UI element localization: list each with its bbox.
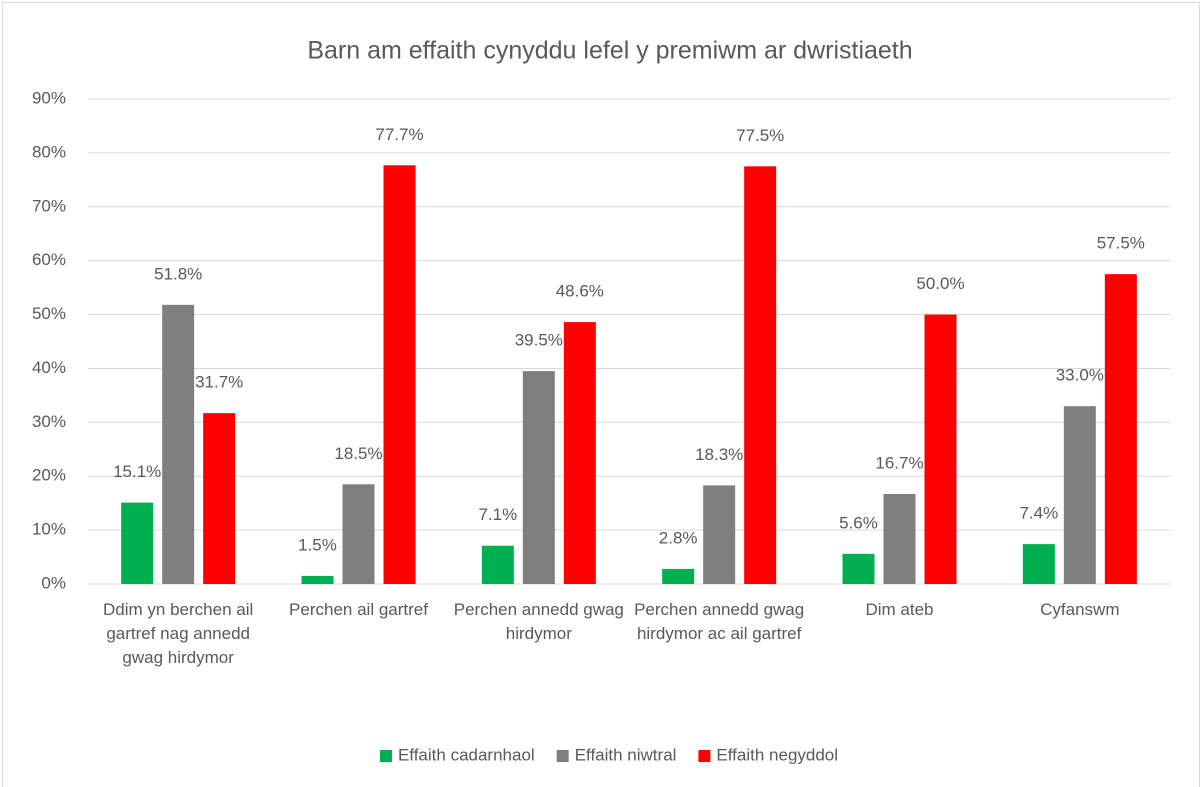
x-tick-label: Dim ateb [865, 600, 934, 619]
data-label: 57.5% [1097, 234, 1145, 253]
y-tick-label: 80% [32, 142, 66, 161]
bar [383, 165, 416, 585]
bar [563, 322, 596, 584]
data-label: 48.6% [556, 282, 604, 301]
y-tick-label: 0% [41, 573, 66, 592]
legend-label: Effaith cadarnhaol [398, 745, 535, 764]
x-tick-label: Cyfanswm [1040, 600, 1120, 619]
data-label: 77.5% [736, 126, 784, 145]
data-label: 18.5% [334, 444, 382, 463]
legend-label: Effaith niwtral [575, 745, 677, 764]
data-label: 39.5% [515, 331, 563, 350]
legend-swatch [379, 750, 392, 762]
data-label: 31.7% [195, 373, 243, 392]
bar [522, 371, 555, 584]
x-tick-label: Perchen annedd gwag hirdymor [453, 600, 624, 643]
data-label: 7.1% [478, 505, 517, 524]
bar [883, 494, 916, 584]
y-tick-label: 60% [32, 250, 66, 269]
data-label: 7.4% [1019, 504, 1058, 523]
chart-title: Barn am effaith cynyddu lefel y premiwm … [307, 37, 912, 65]
y-tick-label: 90% [32, 88, 66, 107]
bar [481, 545, 514, 584]
data-label: 18.3% [695, 445, 743, 464]
bar [703, 485, 736, 584]
legend-swatch [698, 750, 711, 762]
y-tick-label: 40% [32, 358, 66, 377]
data-label: 5.6% [839, 513, 878, 532]
data-label: 1.5% [298, 535, 337, 554]
bar [1022, 544, 1055, 584]
legend-label: Effaith negyddol [716, 745, 838, 764]
x-tick-label: Perchen ail gartref [289, 600, 428, 619]
data-label: 77.7% [375, 125, 423, 144]
data-label: 33.0% [1056, 366, 1104, 385]
bar [342, 484, 375, 584]
data-label: 50.0% [916, 274, 964, 293]
y-tick-label: 50% [32, 304, 66, 323]
y-tick-label: 10% [32, 520, 66, 539]
legend-swatch [556, 750, 569, 762]
x-tick-label: Ddim yn berchen ail gartref nag annedd g… [103, 600, 254, 667]
bar [924, 314, 957, 584]
bar [744, 166, 777, 584]
bar [1104, 274, 1137, 584]
y-tick-label: 30% [32, 412, 66, 431]
data-label: 51.8% [154, 264, 202, 283]
data-label: 16.7% [875, 453, 923, 472]
y-tick-label: 70% [32, 196, 66, 215]
x-tick-label: Perchen annedd gwag hirdymor ac ail gart… [634, 600, 805, 643]
data-label: 2.8% [659, 528, 698, 547]
bar [301, 575, 334, 584]
bar [203, 413, 236, 584]
data-label: 15.1% [113, 462, 161, 481]
bar [121, 502, 154, 584]
bar [162, 304, 195, 584]
bar [662, 568, 695, 584]
y-tick-label: 20% [32, 466, 66, 485]
bar [1063, 406, 1096, 584]
bar [842, 553, 875, 584]
